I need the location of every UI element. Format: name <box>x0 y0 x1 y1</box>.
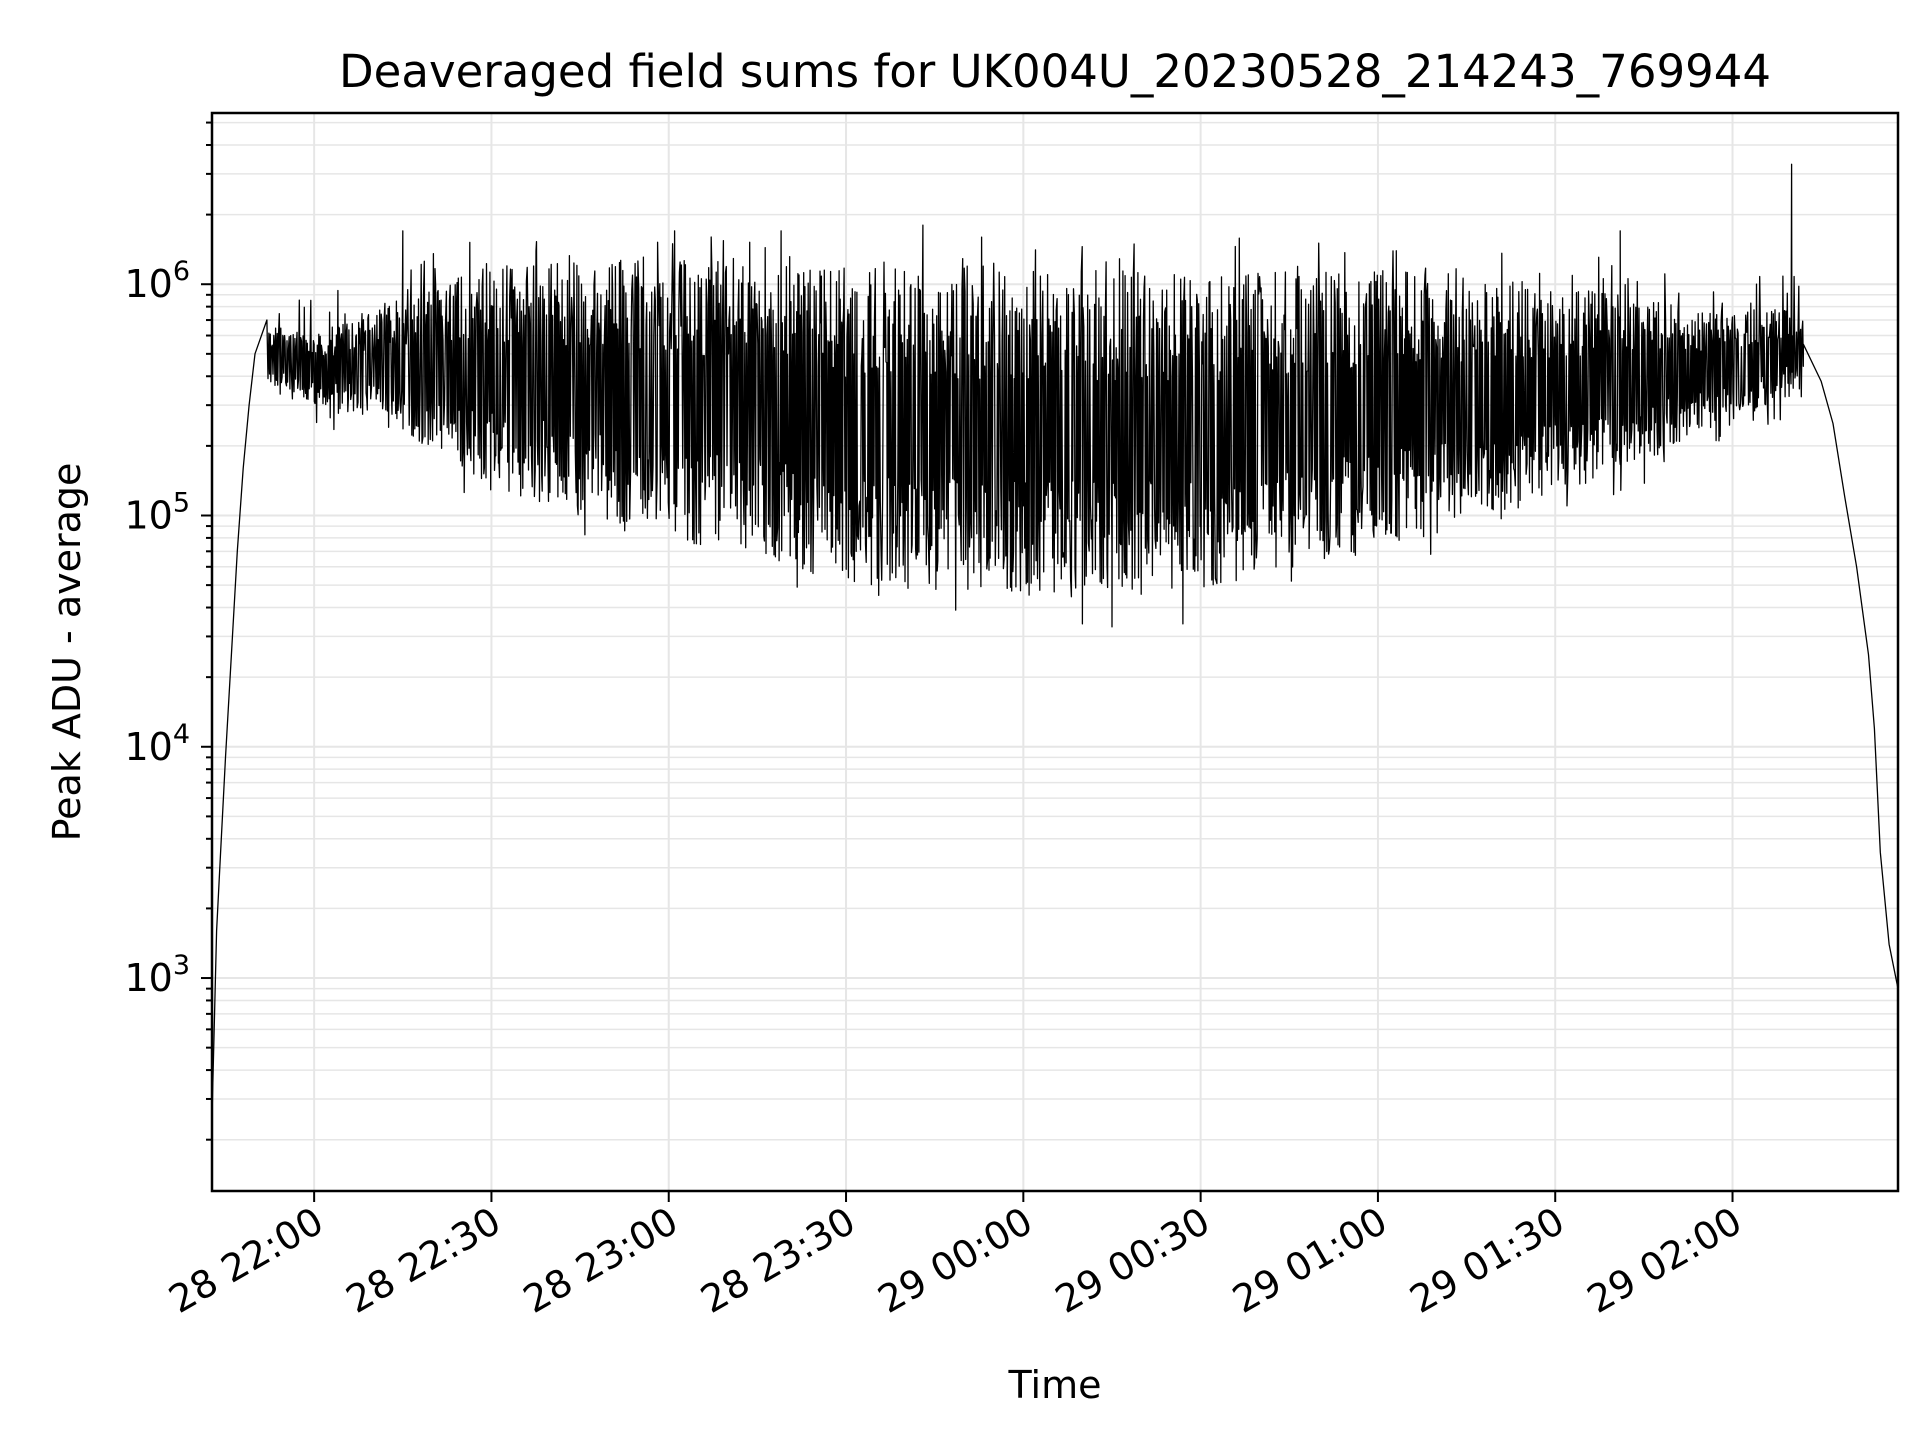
chart-title: Deaveraged field sums for UK004U_2023052… <box>339 45 1771 98</box>
x-tick-label: 28 23:30 <box>693 1199 862 1322</box>
x-tick-label: 28 23:00 <box>516 1199 685 1322</box>
series-group <box>211 163 1899 1118</box>
y-axis-label: Peak ADU - average <box>45 463 89 842</box>
x-tick-label: 29 00:00 <box>871 1199 1040 1322</box>
y-tick-label: 105 <box>124 487 190 537</box>
y-ticks: 103 104 105 106 <box>124 121 212 1141</box>
plot-frame <box>210 111 1900 1193</box>
x-axis-label: Time <box>1008 1363 1102 1407</box>
x-tick-label: 29 01:30 <box>1403 1199 1572 1322</box>
x-tick-label: 28 22:30 <box>339 1199 508 1322</box>
grid <box>212 113 1898 1191</box>
x-tick-label: 28 22:00 <box>161 1199 330 1322</box>
x-tick-label: 29 01:00 <box>1225 1199 1394 1322</box>
y-tick-label: 103 <box>124 950 190 1000</box>
y-tick-label: 104 <box>124 719 190 769</box>
x-tick-label: 29 02:00 <box>1580 1199 1749 1322</box>
x-ticks: 28 22:00 28 22:30 28 23:00 28 23:30 29 00:00… <box>161 1191 1749 1322</box>
series-line <box>211 163 1899 1118</box>
x-tick-label: 29 00:30 <box>1048 1199 1217 1322</box>
y-tick-label: 106 <box>124 256 190 306</box>
